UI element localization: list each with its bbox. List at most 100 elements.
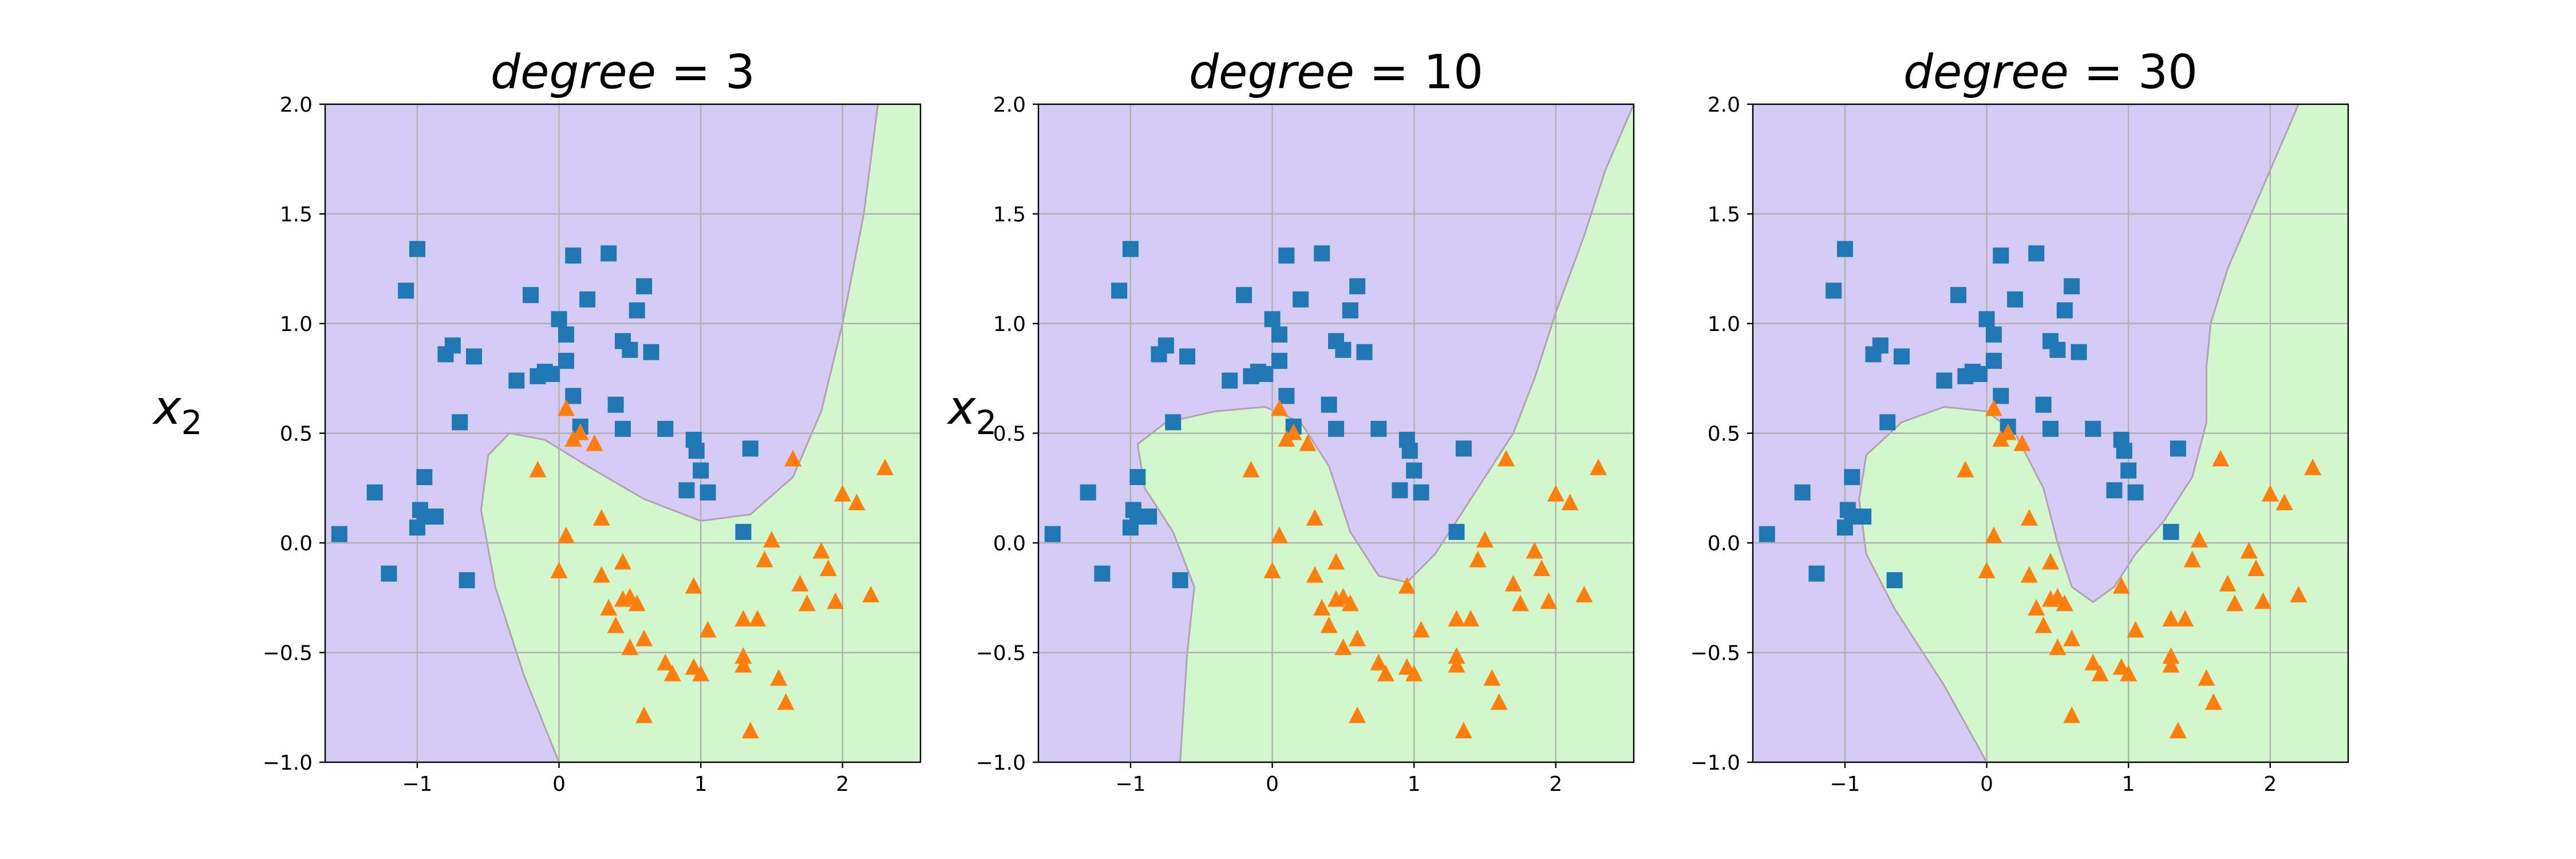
square-point <box>1936 372 1953 389</box>
square-point <box>1236 287 1253 304</box>
square-point <box>1356 344 1373 360</box>
square-point <box>2028 245 2045 262</box>
square-point <box>607 396 624 413</box>
y-tick-label: 0.0 <box>280 532 313 555</box>
triangle-point <box>1448 610 1465 627</box>
square-point <box>416 469 433 486</box>
y-axis-label: x2 <box>946 381 997 442</box>
triangle-point <box>628 594 646 612</box>
triangle-point <box>1349 706 1366 723</box>
square-point <box>1165 414 1182 431</box>
y-axis-label: x2 <box>152 381 202 442</box>
y-tick-label: 0.5 <box>280 423 313 446</box>
square-point <box>1157 337 1174 354</box>
triangle-point <box>2112 577 2130 594</box>
square-point <box>1794 484 1811 501</box>
triangle-point <box>2020 509 2038 526</box>
square-point <box>1179 348 1195 365</box>
square-point <box>2035 396 2052 413</box>
triangle-point <box>663 664 681 681</box>
x-tick-label: 1 <box>694 773 708 796</box>
triangle-point <box>2204 693 2222 710</box>
triangle-point <box>1341 594 1359 612</box>
square-point <box>1278 247 1295 264</box>
square-point <box>1879 414 1896 431</box>
square-point <box>1985 326 2002 343</box>
square-point <box>565 388 582 404</box>
triangle-point <box>1285 423 1302 440</box>
y-tick-label: 1.0 <box>993 313 1026 336</box>
triangle-point <box>1490 693 1508 710</box>
triangle-point <box>820 559 837 576</box>
triangle-point <box>1263 561 1281 578</box>
chart-panel-2: −1 0 1 2 −1.0 −0.5 0.0 0.5 1.0 1.5 2.0 degree = 10 x… <box>946 45 1635 796</box>
square-point <box>1855 509 1872 525</box>
square-point <box>636 278 653 294</box>
triangle-point <box>2219 574 2237 592</box>
square-point <box>1401 443 1418 459</box>
triangle-point <box>1561 494 1579 511</box>
triangle-point <box>529 460 547 478</box>
triangle-point <box>1469 550 1487 568</box>
square-point <box>1080 484 1096 501</box>
triangle-point <box>2162 610 2180 627</box>
square-point <box>1448 523 1465 540</box>
triangle-point <box>734 656 752 673</box>
triangle-point <box>1370 653 1388 671</box>
chart-title-eq: = <box>1354 45 1424 100</box>
triangle-point <box>2162 656 2180 673</box>
x-tick-label: 2 <box>2263 773 2277 796</box>
triangle-point <box>1405 664 1423 681</box>
triangle-point <box>749 610 767 627</box>
square-point <box>693 462 709 479</box>
square-point <box>1413 484 1429 501</box>
square-point <box>1826 282 1842 299</box>
triangle-point <box>2034 616 2052 633</box>
triangle-point <box>1590 458 1607 475</box>
square-point <box>2071 344 2087 360</box>
square-point <box>2007 291 2024 308</box>
triangle-point <box>1377 664 1394 681</box>
x-tick-label: 2 <box>1549 773 1562 796</box>
square-point <box>657 420 674 437</box>
triangle-point <box>1448 647 1465 664</box>
triangle-point <box>2290 585 2308 602</box>
triangle-point <box>2056 594 2073 612</box>
triangle-point <box>1957 460 1974 478</box>
square-point <box>1172 572 1188 589</box>
triangle-point <box>557 526 575 543</box>
square-point <box>1985 353 2002 369</box>
triangle-point <box>1412 621 1430 638</box>
triangle-point <box>1448 656 1465 673</box>
square-point <box>2085 420 2101 437</box>
square-point <box>1314 245 1330 262</box>
x-tick-label: −1 <box>402 773 432 796</box>
square-point <box>1455 440 1472 457</box>
square-point <box>466 348 482 365</box>
triangle-point <box>699 621 717 638</box>
y-tick-label: −0.5 <box>976 642 1026 665</box>
triangle-point <box>586 434 603 451</box>
square-point <box>565 247 582 264</box>
triangle-point <box>1327 590 1345 607</box>
y-tick-label: 2.0 <box>993 93 1026 117</box>
square-point <box>2064 278 2080 294</box>
square-point <box>600 245 617 262</box>
square-point <box>508 372 525 389</box>
x-tick-label: −1 <box>1115 773 1145 796</box>
triangle-point <box>2304 458 2322 475</box>
square-point <box>331 526 347 542</box>
decision-boundary <box>1136 104 1634 762</box>
triangle-point <box>1533 559 1551 576</box>
square-point <box>1321 396 1337 413</box>
triangle-point <box>557 399 575 416</box>
triangle-point <box>2091 664 2109 681</box>
triangle-point <box>2162 647 2180 664</box>
square-point <box>700 484 716 501</box>
square-point <box>1335 341 1352 358</box>
x-tick-label: 0 <box>1266 773 1279 796</box>
square-point <box>1971 366 1988 383</box>
triangle-point <box>756 550 773 568</box>
triangle-point <box>2020 566 2038 583</box>
square-point <box>1392 482 1408 499</box>
